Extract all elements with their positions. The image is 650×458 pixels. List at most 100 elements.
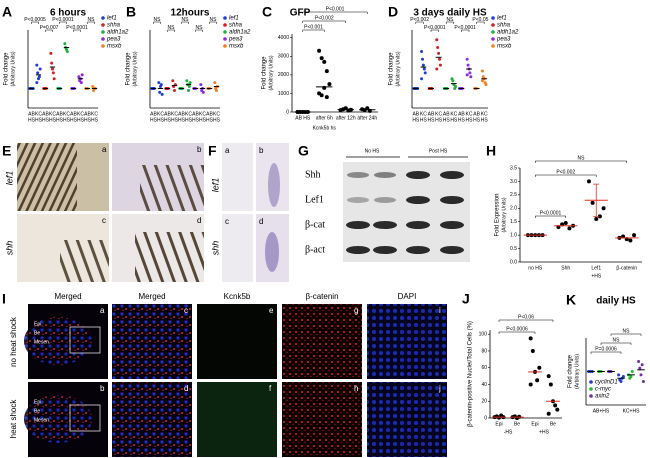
- data-point: [451, 79, 455, 83]
- tile-letter: j: [438, 384, 441, 393]
- x-tick-sublabel: HS: [42, 117, 50, 123]
- region-label: Mesen.: [34, 417, 50, 423]
- data-point: [484, 83, 488, 87]
- p-value: P=0.007: [40, 25, 59, 31]
- bracket: [153, 21, 161, 24]
- tile-letter: c: [225, 217, 229, 226]
- panel-letter: I: [2, 291, 6, 307]
- y-tick-label: 1000: [278, 91, 289, 97]
- x-tick-label: AB+HS: [593, 408, 610, 414]
- row-label: Lef1: [305, 194, 324, 205]
- x-tick-sublabel: HS: [473, 117, 481, 123]
- data-point: [563, 221, 568, 226]
- group-label: +HS: [591, 273, 602, 279]
- tile-letter: d: [259, 217, 263, 226]
- legend-marker: [101, 37, 105, 41]
- legend-marker: [223, 16, 227, 20]
- x-tick-label: AB HS: [295, 115, 311, 121]
- data-point: [435, 67, 439, 71]
- legend-label: pea3: [228, 37, 243, 43]
- bracket: [302, 29, 325, 32]
- bracket: [498, 319, 554, 322]
- data-point: [160, 92, 164, 96]
- x-tick-label: AB: [70, 111, 77, 117]
- tile-letter: c: [102, 216, 106, 225]
- panel-letter: K: [566, 292, 576, 308]
- bracket: [461, 29, 470, 32]
- error-bar: [593, 183, 600, 217]
- inset-box: [69, 404, 101, 432]
- data-point: [158, 90, 162, 94]
- data-point: [469, 75, 473, 79]
- y-tick-label: 0: [286, 109, 289, 115]
- region-label: Be: [34, 408, 40, 414]
- row-label: β-cat: [305, 219, 325, 230]
- x-tick-label: AB: [42, 111, 49, 117]
- stain: [265, 232, 279, 272]
- legend-marker: [223, 23, 227, 27]
- data-point: [629, 375, 633, 379]
- tile-letter: d: [184, 384, 188, 393]
- data-point: [187, 88, 190, 92]
- x-tick-label: AB: [428, 111, 435, 117]
- legend-marker: [491, 44, 495, 48]
- data-point: [38, 67, 42, 71]
- x-tick-label: KC: [91, 111, 98, 117]
- x-tick-sublabel: HS: [481, 117, 489, 123]
- image-tile: [112, 304, 192, 379]
- y-tick-label: 0: [484, 415, 487, 421]
- data-point: [480, 79, 484, 83]
- data-point: [466, 63, 470, 67]
- legend-marker: [223, 30, 227, 34]
- bracket: [430, 29, 439, 32]
- x-tick-label: Epi: [531, 421, 538, 427]
- data-point: [159, 83, 163, 87]
- y-tick-label: 2.5: [510, 192, 517, 198]
- x-tick-label: KC: [171, 111, 178, 117]
- data-point: [567, 226, 572, 231]
- data-point: [528, 382, 533, 387]
- x-tick-sublabel: HS: [199, 117, 207, 123]
- column-label: β-catenin: [305, 292, 338, 301]
- p-value: NS: [447, 17, 455, 23]
- y-axis-label: (Arbitrary Units): [268, 55, 274, 90]
- data-point: [437, 51, 441, 55]
- x-tick-label: AB: [473, 111, 480, 117]
- legend-label: pea3: [106, 37, 121, 43]
- column-label: Merged: [138, 292, 165, 301]
- legend-marker: [491, 16, 495, 20]
- legend-label: shha: [497, 23, 511, 29]
- row-label: heat shock: [9, 399, 18, 439]
- x-tick-sublabel: HS: [443, 117, 451, 123]
- x-tick-label: AB: [28, 111, 35, 117]
- x-tick-label: Be: [514, 421, 520, 427]
- bracket: [476, 21, 485, 24]
- panel-f: F lef1 shh a b c d: [208, 143, 289, 282]
- p-value: P<0.06: [518, 314, 534, 320]
- p-value: P<0.002: [556, 169, 575, 175]
- image-tile: [112, 382, 192, 457]
- data-point: [215, 88, 218, 92]
- x-tick-label: KC: [481, 111, 488, 117]
- p-value: NS: [578, 155, 586, 161]
- data-point: [422, 67, 426, 71]
- data-point: [324, 95, 329, 100]
- data-point: [317, 48, 322, 53]
- p-value: NS: [182, 17, 190, 23]
- x-tick-label: AB: [84, 111, 91, 117]
- bracket: [45, 29, 53, 32]
- data-point: [617, 373, 621, 377]
- data-point: [213, 81, 217, 85]
- data-point: [51, 71, 55, 75]
- row-label: β-act: [305, 244, 325, 255]
- data-point: [628, 238, 633, 243]
- x-tick-sublabel: HS: [56, 117, 64, 123]
- tile-letter: b: [197, 145, 202, 154]
- image-tile: [367, 382, 447, 457]
- data-point: [537, 365, 542, 370]
- data-point: [185, 79, 189, 83]
- x-tick-label: after 12h: [336, 115, 356, 121]
- bracket: [535, 160, 627, 163]
- y-tick-label: 1.0: [510, 232, 517, 238]
- y-tick-label: 3.5: [510, 165, 517, 171]
